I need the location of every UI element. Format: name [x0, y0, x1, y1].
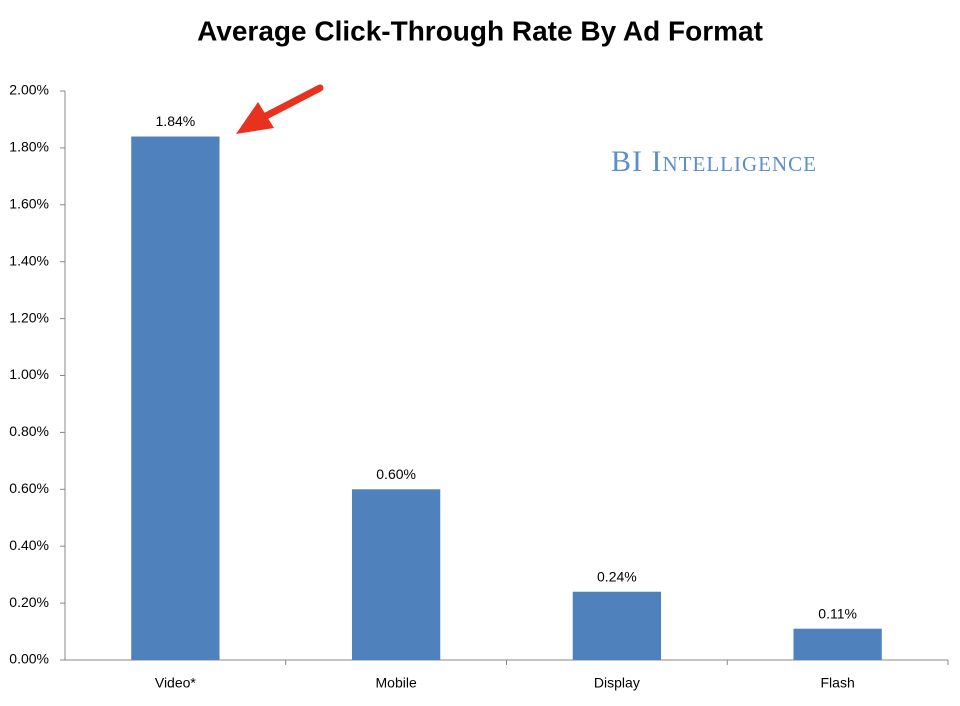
bar — [351, 489, 441, 660]
y-tick-label: 1.00% — [9, 366, 49, 382]
y-tick-label: 1.40% — [9, 252, 49, 268]
watermark: BI Intelligence — [611, 145, 817, 178]
y-tick-label: 0.60% — [9, 480, 49, 496]
y-tick-label: 0.00% — [9, 651, 49, 667]
y-tick-label: 1.60% — [9, 196, 49, 212]
value-label: 0.11% — [818, 605, 857, 621]
x-tick-label: Display — [594, 675, 640, 691]
x-tick-label: Mobile — [376, 675, 417, 691]
y-tick-label: 0.40% — [9, 537, 49, 553]
chart-title: Average Click-Through Rate By Ad Format — [197, 15, 763, 46]
bar — [793, 628, 882, 660]
bar — [131, 136, 220, 660]
arrow-head — [236, 102, 274, 134]
y-tick-label: 1.80% — [9, 139, 49, 155]
x-tick-label: Flash — [821, 675, 855, 691]
value-label: 1.84% — [156, 113, 196, 129]
arrow — [236, 84, 324, 134]
x-tick-label: Video* — [155, 675, 197, 691]
value-label: 0.60% — [376, 466, 416, 482]
y-tick-label: 0.80% — [9, 423, 49, 439]
value-label: 0.24% — [597, 568, 637, 584]
bar — [572, 591, 662, 660]
y-tick-label: 2.00% — [9, 82, 49, 98]
y-tick-label: 0.20% — [9, 594, 49, 610]
y-tick-label: 1.20% — [9, 309, 49, 325]
arrow-shaft — [258, 84, 324, 122]
